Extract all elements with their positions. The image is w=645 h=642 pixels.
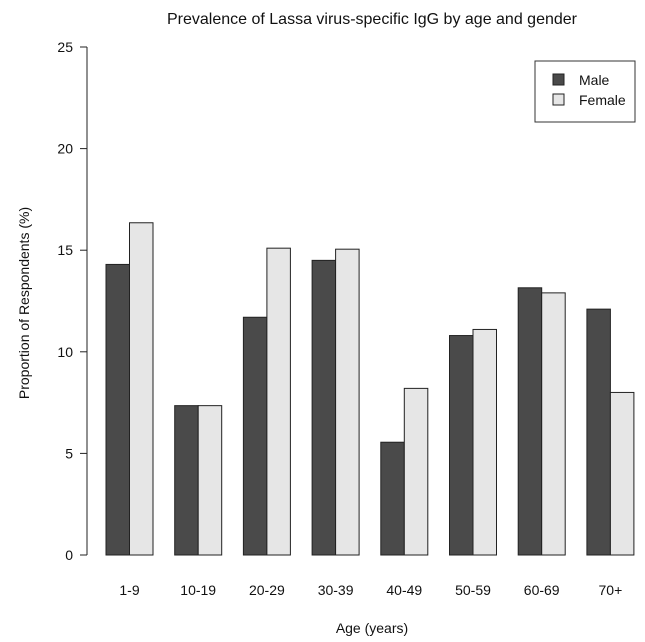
x-axis-ticks: 1-9 10-19 20-29 30-39 40-49 50-59 60-69 70+ — [119, 582, 622, 598]
bar-female-40-49 — [403, 387, 429, 556]
x-tick-label: 60-69 — [524, 582, 560, 598]
chart-title: Prevalence of Lassa virus-specific IgG b… — [167, 11, 578, 28]
y-tick-label: 10 — [57, 344, 73, 360]
x-tick-label: 30-39 — [318, 582, 354, 598]
bar-male-40-49 — [380, 441, 405, 556]
x-axis-label: Age (years) — [336, 620, 408, 636]
y-tick-label: 15 — [57, 242, 73, 258]
x-tick-label: 1-9 — [119, 582, 139, 598]
bar-male-70+ — [586, 308, 611, 556]
x-tick-label: 70+ — [599, 582, 623, 598]
x-tick-label: 20-29 — [249, 582, 285, 598]
bar-female-70+ — [609, 391, 635, 556]
legend-swatch-female — [552, 93, 565, 106]
y-tick-label: 0 — [65, 547, 73, 563]
x-tick-label: 10-19 — [180, 582, 216, 598]
bar-male-50-59 — [449, 335, 474, 556]
bar-male-30-39 — [311, 259, 337, 556]
bar-male-60-69 — [517, 287, 543, 556]
legend-box — [534, 60, 636, 123]
y-tick-label: 25 — [57, 39, 73, 55]
bar-female-1-9 — [129, 222, 154, 556]
y-tick-label: 20 — [57, 141, 73, 157]
bar-male-1-9 — [105, 263, 130, 556]
bar-male-10-19 — [174, 405, 199, 556]
bar-female-20-29 — [266, 247, 291, 556]
x-tick-label: 40-49 — [386, 582, 422, 598]
bars-group — [105, 222, 635, 556]
bar-female-60-69 — [541, 292, 566, 556]
y-tick-label: 5 — [65, 445, 73, 461]
legend: Male Female — [534, 60, 636, 123]
legend-swatch-male — [552, 73, 565, 86]
x-tick-label: 50-59 — [455, 582, 491, 598]
y-axis-label: Proportion of Respondents (%) — [16, 207, 32, 399]
bar-female-50-59 — [472, 328, 497, 556]
bar-female-10-19 — [197, 405, 223, 556]
legend-label-male: Male — [579, 72, 610, 88]
legend-label-female: Female — [579, 92, 626, 108]
bar-female-30-39 — [335, 248, 360, 556]
bar-male-20-29 — [242, 316, 268, 556]
y-axis: 0 5 10 15 20 25 — [57, 39, 88, 563]
